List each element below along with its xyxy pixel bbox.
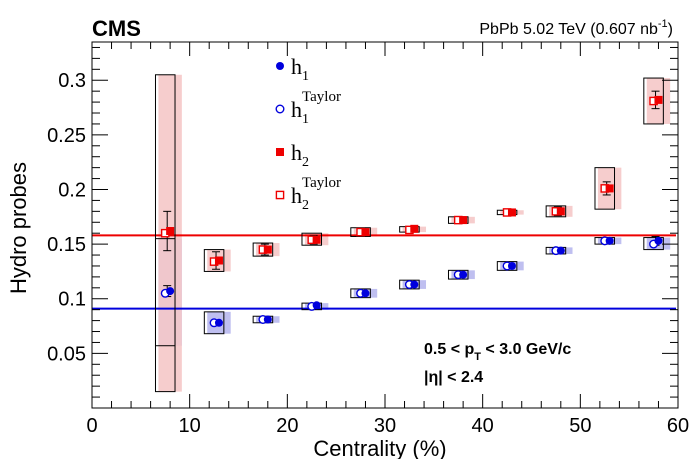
point-filled-circle-3 <box>312 301 321 310</box>
y-tick-label-0.05: 0.05 <box>47 343 86 365</box>
point-filled-circle-6 <box>459 270 468 279</box>
point-filled-square-0 <box>166 227 175 236</box>
legend-label-4: h2Taylor <box>291 175 341 213</box>
x-tick-label-20: 20 <box>276 415 298 437</box>
point-filled-square-7 <box>507 208 516 217</box>
y-axis-label: Hydro probes <box>6 162 31 294</box>
taylor-bands <box>158 74 671 392</box>
x-tick-label-60: 60 <box>667 415 689 437</box>
chart-title: CMS <box>92 16 141 41</box>
legend: h1 h1Taylor h2 h2Taylor <box>275 54 341 213</box>
point-filled-circle-4 <box>361 289 370 298</box>
x-axis-label: Centrality (%) <box>313 436 446 459</box>
axes: 0 10 20 30 40 50 60 0.05 0.1 0.15 0.2 0.25 0.3 <box>47 41 689 437</box>
y-tick-label-0.2: 0.2 <box>58 179 86 201</box>
y-tick-label-0.15: 0.15 <box>47 234 86 256</box>
legend-marker-1 <box>276 62 284 70</box>
point-filled-circle-2 <box>263 315 272 324</box>
x-tick-label-10: 10 <box>179 415 201 437</box>
point-filled-square-6 <box>459 216 468 225</box>
point-filled-circle-0 <box>166 287 175 296</box>
point-filled-square-8 <box>556 207 565 216</box>
legend-label-2: h1Taylor <box>291 89 341 127</box>
point-filled-circle-5 <box>410 280 419 289</box>
point-filled-square-3 <box>312 235 321 244</box>
sys-box-h2-3 <box>301 232 323 246</box>
legend-marker-2 <box>275 104 285 114</box>
sys-box-h2-10 <box>643 77 664 125</box>
legend-label-3: h2 <box>291 140 309 170</box>
point-filled-square-5 <box>410 224 419 233</box>
systematic-boxes <box>154 74 664 393</box>
x-tick-label-40: 40 <box>472 415 494 437</box>
point-filled-circle-9 <box>605 236 614 245</box>
y-tick-label-0.25: 0.25 <box>47 125 86 147</box>
annotation-pt-range: 0.5 < pT < 3.0 GeV/c <box>424 341 571 363</box>
point-filled-square-4 <box>361 228 370 237</box>
annotation-eta-range: |η| < 2.4 <box>424 369 483 386</box>
point-filled-square-2 <box>263 245 272 254</box>
point-filled-circle-10 <box>654 236 663 245</box>
point-filled-square-1 <box>214 256 223 265</box>
sys-box-h2-9 <box>594 167 616 210</box>
x-tick-label-30: 30 <box>374 415 396 437</box>
y-tick-label-0.1: 0.1 <box>58 289 86 311</box>
point-filled-circle-8 <box>556 246 565 255</box>
sys-box-h2-4 <box>350 227 371 237</box>
sys-box-h2-8 <box>545 205 567 218</box>
sys-box-h1-1 <box>203 311 225 335</box>
data-points <box>160 95 663 328</box>
sys-box-h1-10 <box>643 237 664 251</box>
legend-label-1: h1 <box>291 54 309 84</box>
chart-subtitle: PbPb 5.02 TeV (0.607 nb-1) <box>479 18 673 38</box>
point-filled-square-9 <box>605 184 614 193</box>
point-filled-circle-7 <box>507 261 516 270</box>
reference-lines <box>92 234 676 310</box>
x-tick-label-50: 50 <box>569 415 591 437</box>
point-filled-circle-1 <box>214 318 223 327</box>
point-filled-square-10 <box>654 95 663 104</box>
stat-error-bars <box>163 90 660 326</box>
legend-marker-4 <box>275 190 285 200</box>
sys-box-h2-2 <box>252 242 274 257</box>
y-tick-label-0.3: 0.3 <box>58 70 86 92</box>
sys-box-h2-1 <box>203 249 225 272</box>
x-tick-label-0: 0 <box>86 415 97 437</box>
sys-box-h2-0 <box>154 74 176 393</box>
legend-marker-3 <box>276 148 284 156</box>
